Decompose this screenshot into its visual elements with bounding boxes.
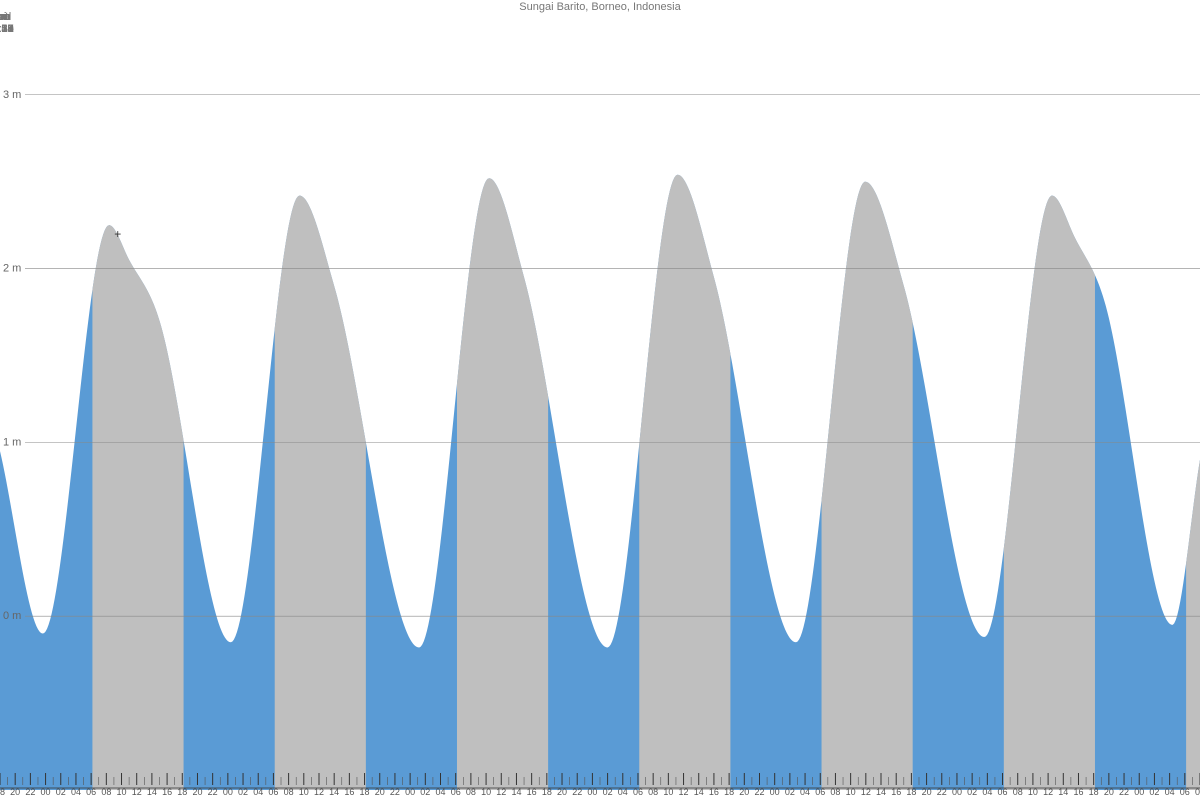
x-hour-label: 14 xyxy=(876,787,886,797)
x-hour-label: 12 xyxy=(314,787,324,797)
x-hour-label: 20 xyxy=(1104,787,1114,797)
x-hour-label: 16 xyxy=(162,787,172,797)
x-hour-label: 04 xyxy=(71,787,81,797)
x-hour-label: 04 xyxy=(1165,787,1175,797)
x-hour-label: 00 xyxy=(770,787,780,797)
x-hour-label: 12 xyxy=(679,787,689,797)
x-hour-label: 22 xyxy=(572,787,582,797)
tide-area-day xyxy=(639,175,730,790)
x-hour-label: 14 xyxy=(147,787,157,797)
x-hour-label: 08 xyxy=(1013,787,1023,797)
x-hour-label: 20 xyxy=(10,787,20,797)
x-hour-label: 20 xyxy=(922,787,932,797)
chart-svg: 0 m 1 m 2 m 3 m Sungai Barito, Borneo, Indon… xyxy=(0,0,1200,800)
x-hour-label: 20 xyxy=(375,787,385,797)
x-hour-label: 20 xyxy=(192,787,202,797)
tide-area-day xyxy=(457,178,548,790)
x-hour-label: 18 xyxy=(360,787,370,797)
x-hour-label: 18 xyxy=(724,787,734,797)
x-hour-label: 14 xyxy=(511,787,521,797)
x-hour-label: 12 xyxy=(132,787,142,797)
x-hour-label: 00 xyxy=(1134,787,1144,797)
x-hour-label: 00 xyxy=(405,787,415,797)
x-hour-label: 18 xyxy=(177,787,187,797)
x-hour-label: 16 xyxy=(1073,787,1083,797)
x-hour-label: 10 xyxy=(1028,787,1038,797)
x-hour-label: 10 xyxy=(481,787,491,797)
x-hour-label: 02 xyxy=(603,787,613,797)
tide-area-day xyxy=(1186,460,1200,790)
x-hour-label: 06 xyxy=(451,787,461,797)
x-hour-label: 10 xyxy=(663,787,673,797)
x-hour-label: 12 xyxy=(1043,787,1053,797)
tide-area-day xyxy=(92,225,183,790)
x-hour-label: 06 xyxy=(998,787,1008,797)
x-hour-label: 22 xyxy=(208,787,218,797)
x-hour-label: 04 xyxy=(253,787,263,797)
x-hour-label: 14 xyxy=(694,787,704,797)
marker-cross: + xyxy=(114,227,121,241)
x-hour-label: 22 xyxy=(937,787,947,797)
x-hour-label: 02 xyxy=(56,787,66,797)
x-hour-label: 10 xyxy=(299,787,309,797)
x-hour-label: 12 xyxy=(861,787,871,797)
x-hour-label: 08 xyxy=(648,787,658,797)
y-axis-label: 0 m xyxy=(3,610,21,622)
x-hour-label: 20 xyxy=(739,787,749,797)
x-hour-label: 06 xyxy=(1180,787,1190,797)
y-axis-label: 1 m xyxy=(3,436,21,448)
x-hour-label: 02 xyxy=(238,787,248,797)
x-hour-label: 06 xyxy=(268,787,278,797)
x-hour-label: 18 xyxy=(1089,787,1099,797)
x-hour-label: 18 xyxy=(542,787,552,797)
top-day-label: Tue xyxy=(0,11,9,23)
x-hour-label: 04 xyxy=(618,787,628,797)
x-hour-label: 08 xyxy=(101,787,111,797)
x-hour-label: 18 xyxy=(906,787,916,797)
x-hour-label: 08 xyxy=(284,787,294,797)
tide-area-day xyxy=(822,182,913,790)
tide-area-day xyxy=(275,196,366,790)
x-hour-label: 06 xyxy=(633,787,643,797)
tide-area-day xyxy=(1004,196,1095,790)
x-hour-label: 08 xyxy=(1195,787,1200,797)
x-hour-label: 00 xyxy=(223,787,233,797)
x-hour-label: 22 xyxy=(754,787,764,797)
x-hour-label: 14 xyxy=(329,787,339,797)
tide-chart: 0 m 1 m 2 m 3 m Sungai Barito, Borneo, Indon… xyxy=(0,0,1200,800)
x-hour-label: 16 xyxy=(344,787,354,797)
x-hour-label: 00 xyxy=(952,787,962,797)
x-hour-label: 10 xyxy=(846,787,856,797)
x-hour-label: 00 xyxy=(587,787,597,797)
x-hour-label: 22 xyxy=(25,787,35,797)
top-time-label: 04:21 xyxy=(0,23,14,35)
x-hour-label: 04 xyxy=(435,787,445,797)
y-axis-label: 2 m xyxy=(3,263,21,275)
x-hour-label: 10 xyxy=(117,787,127,797)
x-hour-label: 22 xyxy=(1119,787,1129,797)
x-hour-label: 08 xyxy=(466,787,476,797)
chart-title: Sungai Barito, Borneo, Indonesia xyxy=(519,1,681,13)
x-hour-label: 08 xyxy=(830,787,840,797)
x-hour-label: 06 xyxy=(86,787,96,797)
x-hour-label: 18 xyxy=(0,787,5,797)
x-hour-label: 04 xyxy=(982,787,992,797)
x-hour-label: 16 xyxy=(527,787,537,797)
x-hour-label: 02 xyxy=(420,787,430,797)
x-hour-label: 12 xyxy=(496,787,506,797)
x-hour-label: 02 xyxy=(1149,787,1159,797)
x-hour-label: 22 xyxy=(390,787,400,797)
y-axis-label: 3 m xyxy=(3,89,21,101)
x-hour-label: 00 xyxy=(41,787,51,797)
x-hour-label: 02 xyxy=(785,787,795,797)
x-hour-label: 16 xyxy=(891,787,901,797)
x-hour-label: 06 xyxy=(815,787,825,797)
x-hour-label: 20 xyxy=(557,787,567,797)
x-hour-label: 02 xyxy=(967,787,977,797)
x-hour-label: 04 xyxy=(800,787,810,797)
x-hour-label: 14 xyxy=(1058,787,1068,797)
x-hour-label: 16 xyxy=(709,787,719,797)
